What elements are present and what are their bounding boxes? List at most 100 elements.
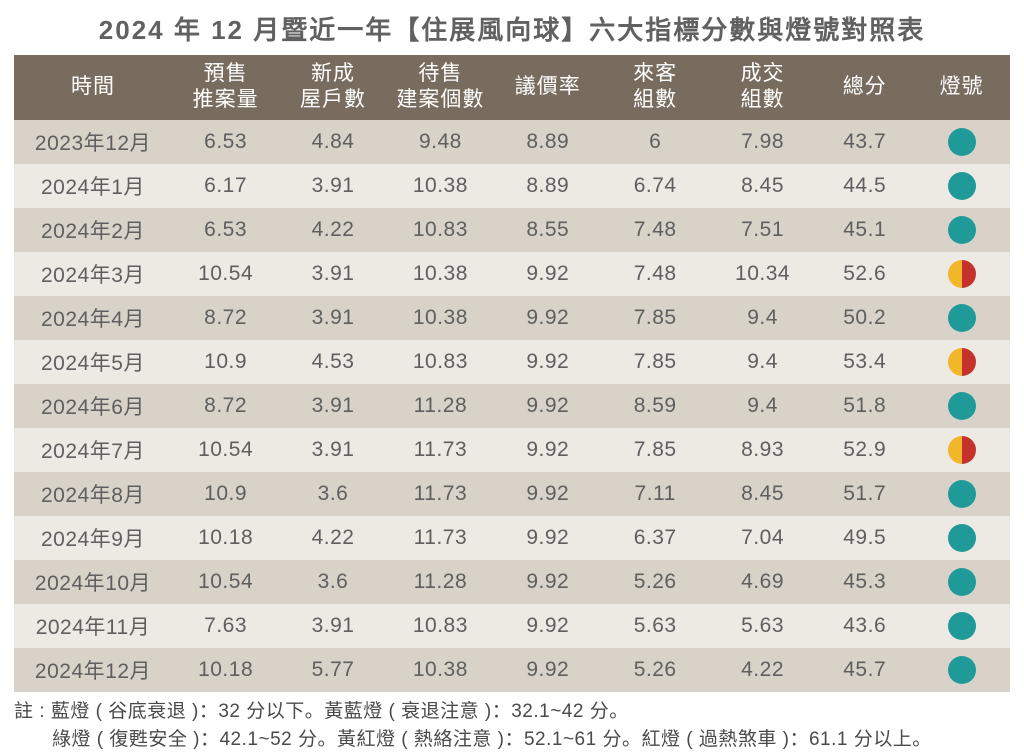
light-indicator-icon [948,128,976,156]
table-row: 2024年7月10.543.9111.739.927.858.9352.9 [14,428,1010,472]
cell-total: 45.3 [816,560,913,604]
cell-value: 8.45 [709,164,816,208]
indicator-table: 時間預售推案量新成屋戶數待售建案個數議價率來客組數成交組數總分燈號 2023年1… [14,55,1010,692]
cell-value: 6.53 [172,208,279,252]
cell-value: 10.9 [172,340,279,384]
cell-value: 9.92 [494,384,601,428]
footnote-line2: 綠燈 ( 復甦安全 )：42.1~52 分。黃紅燈 ( 熱絡注意 )：52.1~… [14,726,1010,755]
cell-value: 4.22 [709,648,816,692]
cell-value: 10.38 [387,296,494,340]
cell-value: 6 [601,120,708,164]
cell-value: 8.59 [601,384,708,428]
cell-time: 2024年8月 [14,472,172,516]
table-row: 2024年11月7.633.9110.839.925.635.6343.6 [14,604,1010,648]
cell-value: 9.92 [494,428,601,472]
cell-time: 2024年3月 [14,252,172,296]
cell-time: 2024年1月 [14,164,172,208]
cell-value: 5.77 [279,648,386,692]
cell-total: 50.2 [816,296,913,340]
light-indicator-icon [948,568,976,596]
cell-value: 9.4 [709,296,816,340]
cell-value: 8.93 [709,428,816,472]
cell-value: 10.54 [172,428,279,472]
light-indicator-icon [948,172,976,200]
table-header-cell: 新成屋戶數 [279,55,386,120]
cell-value: 7.48 [601,252,708,296]
cell-value: 9.92 [494,296,601,340]
cell-light [913,164,1010,208]
light-indicator-icon [948,524,976,552]
cell-value: 6.37 [601,516,708,560]
cell-value: 4.53 [279,340,386,384]
cell-value: 3.91 [279,252,386,296]
cell-value: 9.92 [494,516,601,560]
table-row: 2023年12月6.534.849.488.8967.9843.7 [14,120,1010,164]
light-indicator-icon [948,436,976,464]
table-header-cell: 燈號 [913,55,1010,120]
light-indicator-icon [948,656,976,684]
cell-light [913,120,1010,164]
cell-value: 6.74 [601,164,708,208]
cell-light [913,560,1010,604]
table-header-cell: 議價率 [494,55,601,120]
light-indicator-icon [948,480,976,508]
table-body: 2023年12月6.534.849.488.8967.9843.72024年1月… [14,120,1010,692]
cell-value: 7.85 [601,296,708,340]
cell-value: 10.38 [387,648,494,692]
cell-value: 11.28 [387,560,494,604]
cell-value: 8.72 [172,296,279,340]
cell-value: 10.9 [172,472,279,516]
cell-total: 45.7 [816,648,913,692]
cell-value: 11.73 [387,516,494,560]
cell-light [913,516,1010,560]
table-header-row: 時間預售推案量新成屋戶數待售建案個數議價率來客組數成交組數總分燈號 [14,55,1010,120]
cell-light [913,604,1010,648]
cell-value: 10.38 [387,164,494,208]
cell-value: 3.91 [279,384,386,428]
table-row: 2024年12月10.185.7710.389.925.264.2245.7 [14,648,1010,692]
light-indicator-icon [948,304,976,332]
light-indicator-icon [948,260,976,288]
cell-value: 4.84 [279,120,386,164]
cell-value: 9.4 [709,340,816,384]
cell-total: 52.6 [816,252,913,296]
cell-time: 2024年9月 [14,516,172,560]
cell-light [913,384,1010,428]
cell-value: 3.6 [279,560,386,604]
cell-value: 3.6 [279,472,386,516]
table-row: 2024年1月6.173.9110.388.896.748.4544.5 [14,164,1010,208]
cell-value: 9.92 [494,560,601,604]
cell-time: 2023年12月 [14,120,172,164]
cell-light [913,296,1010,340]
cell-value: 9.92 [494,648,601,692]
light-indicator-icon [948,392,976,420]
cell-value: 3.91 [279,604,386,648]
cell-total: 49.5 [816,516,913,560]
cell-value: 9.4 [709,384,816,428]
cell-total: 44.5 [816,164,913,208]
cell-value: 6.53 [172,120,279,164]
cell-value: 5.26 [601,648,708,692]
table-row: 2024年3月10.543.9110.389.927.4810.3452.6 [14,252,1010,296]
cell-time: 2024年6月 [14,384,172,428]
cell-light [913,472,1010,516]
cell-value: 7.51 [709,208,816,252]
cell-value: 3.91 [279,164,386,208]
cell-value: 8.72 [172,384,279,428]
cell-light [913,428,1010,472]
cell-light [913,648,1010,692]
table-row: 2024年8月10.93.611.739.927.118.4551.7 [14,472,1010,516]
cell-value: 4.22 [279,208,386,252]
cell-value: 9.92 [494,340,601,384]
table-header-cell: 預售推案量 [172,55,279,120]
cell-value: 5.63 [709,604,816,648]
cell-value: 11.73 [387,472,494,516]
footnote-line1: 註 : 藍燈 ( 谷底衰退 )：32 分以下。黃藍燈 ( 衰退注意 )：32.1… [14,701,629,722]
light-indicator-icon [948,216,976,244]
cell-value: 7.85 [601,428,708,472]
cell-total: 43.6 [816,604,913,648]
table-header-cell: 成交組數 [709,55,816,120]
cell-time: 2024年11月 [14,604,172,648]
cell-value: 10.54 [172,252,279,296]
cell-value: 8.45 [709,472,816,516]
